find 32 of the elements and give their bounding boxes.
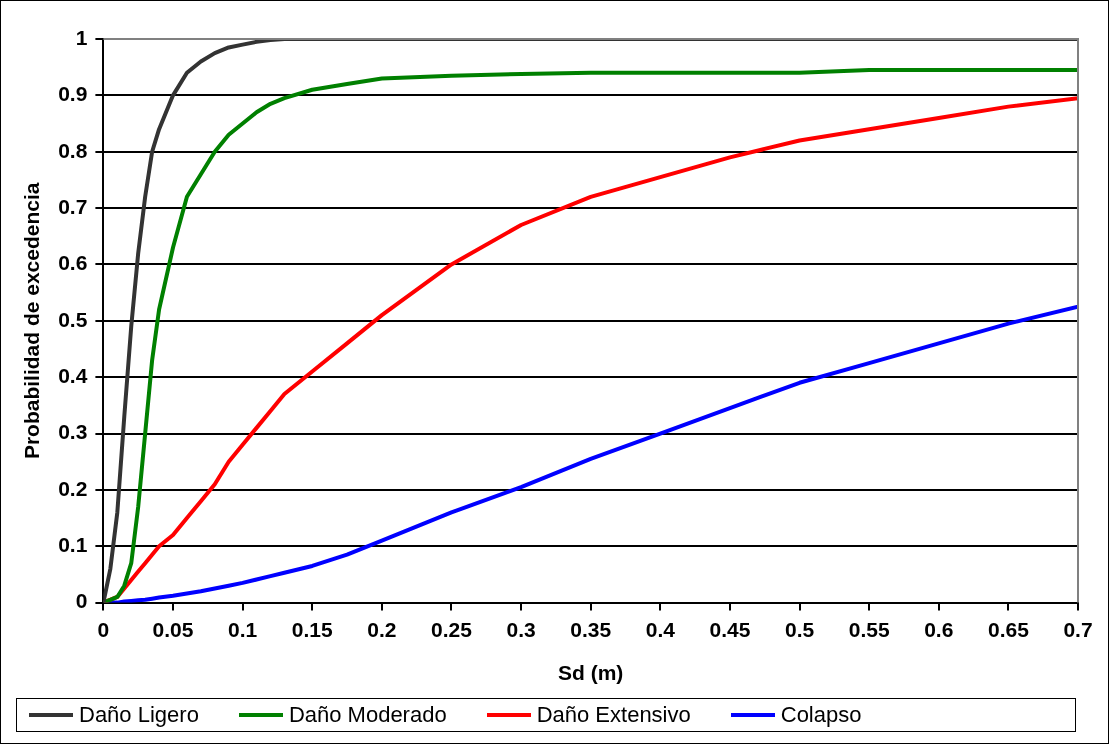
legend-label: Daño Ligero (79, 702, 199, 728)
x-axis-title: Sd (m) (558, 661, 624, 685)
x-tick-label: 0.1 (228, 618, 258, 641)
y-tick-label: 0.1 (58, 533, 88, 557)
y-tick-label: 0.2 (58, 476, 88, 500)
x-tick-label: 0.65 (987, 618, 1030, 641)
y-tick-label: 0 (75, 589, 88, 613)
x-tick-label: 0.3 (506, 618, 536, 641)
legend-label: Colapso (780, 702, 862, 728)
x-tick-label: 0.35 (570, 618, 612, 641)
legend-label: Daño Extensivo (536, 702, 691, 728)
x-tick-label: 0.5 (784, 618, 815, 641)
y-tick-label: 0.8 (58, 138, 88, 162)
y-tick-label: 1 (75, 25, 88, 49)
x-tick-label: 0.7 (1063, 618, 1093, 641)
x-tick-label: 0.15 (291, 618, 333, 641)
y-tick-label: 0.7 (58, 194, 88, 218)
y-tick-label: 0.3 (58, 420, 88, 444)
x-tick-label: 0.25 (431, 618, 473, 641)
y-tick-label: 0.6 (58, 251, 88, 275)
x-tick-label: 0 (97, 618, 110, 641)
x-tick-label: 0.2 (367, 618, 397, 641)
y-tick-label: 0.4 (58, 363, 88, 387)
x-tick-label: 0.4 (645, 618, 676, 641)
y-tick-label: 0.5 (58, 307, 88, 331)
y-axis-title: Probabilidad de excedencia (20, 182, 44, 460)
x-tick-label: 0.6 (924, 618, 954, 641)
legend-label: Daño Moderado (288, 702, 447, 728)
x-tick-label: 0.55 (848, 618, 890, 641)
x-tick-label: 0.45 (709, 618, 751, 641)
y-tick-label: 0.9 (58, 82, 88, 106)
x-tick-label: 0.05 (152, 618, 194, 641)
